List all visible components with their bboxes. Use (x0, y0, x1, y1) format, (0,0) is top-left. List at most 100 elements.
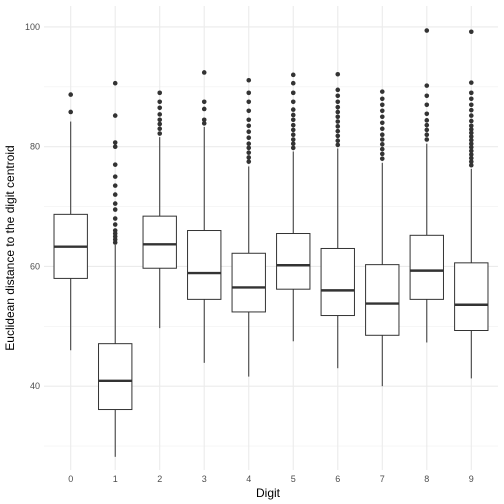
outlier-point (424, 127, 430, 133)
outlier-point (424, 93, 430, 99)
y-tick-label: 40 (30, 381, 40, 391)
box-iqr (409, 234, 444, 300)
outlier-point (246, 123, 252, 129)
outlier-point (112, 113, 118, 118)
outlier-point (379, 156, 385, 161)
box-iqr (142, 215, 177, 269)
outlier-point (157, 121, 163, 127)
x-tick-label: 0 (68, 474, 73, 484)
outlier-point (424, 111, 430, 117)
outlier-point (379, 132, 385, 138)
outlier-point (112, 201, 118, 206)
outlier-point (379, 126, 385, 132)
box-digit-0 (53, 92, 88, 351)
outlier-point (335, 142, 341, 148)
outlier-point (290, 145, 296, 151)
outlier-point (201, 106, 207, 112)
outlier-point (201, 121, 207, 126)
outlier-point (335, 93, 341, 99)
x-axis-ticks: 0 1 2 3 4 5 6 7 8 9 (68, 474, 474, 484)
y-tick-label: 80 (30, 142, 40, 152)
outlier-point (112, 183, 118, 188)
outlier-point (246, 145, 252, 151)
outlier-point (157, 131, 163, 136)
outlier-point (246, 90, 252, 96)
outlier-point (424, 137, 430, 142)
outlier-point (335, 109, 341, 115)
outlier-point (468, 96, 474, 102)
outlier-point (468, 141, 474, 147)
outlier-point (335, 99, 341, 105)
outlier-point (112, 162, 118, 167)
outlier-point (335, 114, 341, 120)
outlier-point (290, 137, 296, 142)
outlier-point (246, 99, 252, 105)
outlier-point (335, 124, 341, 129)
outlier-point (379, 102, 385, 108)
outlier-point (468, 148, 474, 154)
outlier-point (290, 80, 296, 86)
y-tick-label: 60 (30, 261, 40, 271)
outlier-point (68, 109, 74, 115)
outlier-point (379, 96, 385, 102)
outlier-point (468, 162, 474, 168)
outlier-point (290, 122, 296, 128)
outlier-point (112, 216, 118, 221)
box-iqr (231, 252, 266, 313)
outlier-point (290, 141, 296, 147)
x-tick-label: 6 (335, 474, 340, 484)
outlier-point (246, 159, 252, 164)
outlier-point (424, 118, 430, 123)
outlier-point (112, 207, 118, 212)
outlier-point (379, 89, 385, 94)
outlier-point (112, 228, 118, 233)
box-iqr (98, 343, 133, 411)
outlier-point (468, 107, 474, 113)
outlier-point (335, 128, 341, 134)
x-tick-label: 7 (380, 474, 385, 484)
outlier-point (335, 71, 341, 77)
box-digit-5 (276, 72, 311, 342)
outlier-point (290, 117, 296, 123)
outlier-point (290, 127, 296, 133)
outlier-point (246, 155, 252, 160)
x-tick-label: 1 (113, 474, 118, 484)
outlier-point (246, 150, 252, 155)
x-tick-label: 2 (157, 474, 162, 484)
outlier-point (424, 122, 430, 128)
outlier-point (468, 144, 474, 150)
outlier-point (112, 140, 118, 145)
outlier-point (379, 146, 385, 152)
outlier-point (468, 137, 474, 143)
outlier-point (379, 120, 385, 126)
outlier-point (157, 99, 163, 105)
outlier-point (290, 132, 296, 138)
outlier-point (468, 123, 474, 129)
x-tick-label: 4 (246, 474, 251, 484)
outlier-point (424, 102, 430, 108)
box-digit-2 (142, 90, 177, 329)
outlier-point (246, 77, 252, 83)
outlier-point (468, 152, 474, 157)
outlier-point (424, 28, 430, 33)
outlier-point (335, 138, 341, 144)
outlier-point (157, 117, 163, 123)
outlier-point (468, 155, 474, 161)
box-iqr (365, 264, 400, 336)
outlier-point (468, 130, 474, 136)
outlier-point (246, 141, 252, 147)
outlier-point (112, 192, 118, 197)
outlier-point (112, 144, 118, 149)
outlier-point (201, 99, 207, 105)
outlier-point (468, 102, 474, 108)
outlier-point (68, 92, 74, 97)
outlier-point (112, 222, 118, 227)
outlier-point (379, 151, 385, 157)
box-iqr (187, 230, 222, 300)
box-digit-6 (320, 71, 355, 369)
x-tick-label: 5 (291, 474, 296, 484)
outlier-point (201, 117, 207, 123)
outlier-point (157, 126, 163, 132)
outlier-point (290, 99, 296, 105)
